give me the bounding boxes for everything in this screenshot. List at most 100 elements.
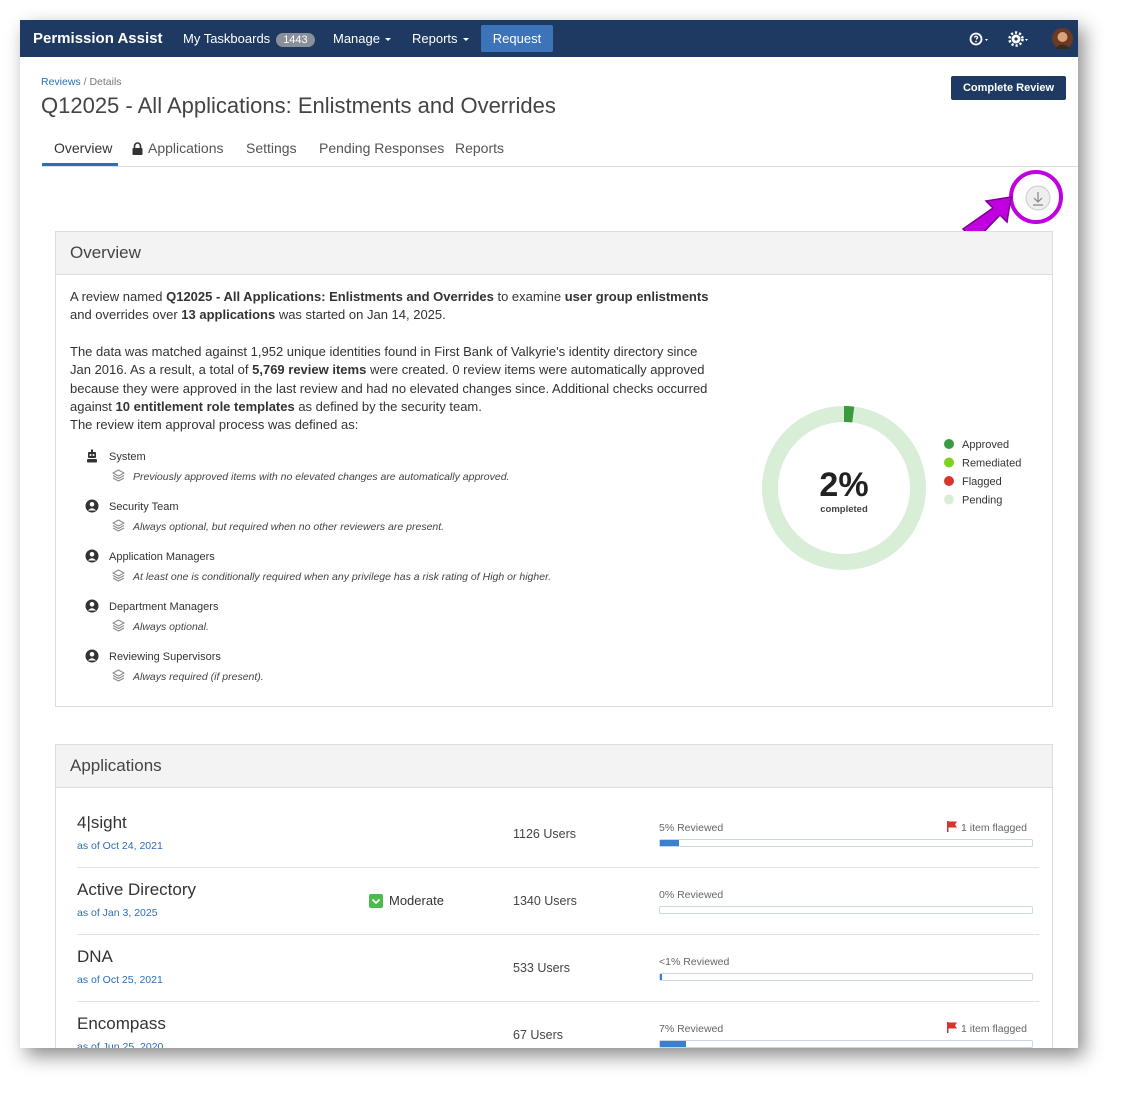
layers-icon	[112, 669, 125, 682]
application-row[interactable]: DNA as of Oct 25, 2021 533 Users <1% Review…	[77, 935, 1039, 1002]
legend-label: Pending	[962, 495, 1002, 507]
as-of-date: as of Oct 25, 2021	[77, 974, 163, 986]
layers-icon	[112, 469, 125, 482]
user-count: 533 Users	[513, 961, 570, 975]
legend-swatch	[944, 439, 954, 449]
nav-label: Manage	[333, 31, 380, 46]
navbar: Permission Assist My Taskboards 1443 Mana…	[20, 20, 1078, 57]
approver-icon	[85, 549, 99, 563]
paragraph: The data was matched against 1,952 uniqu…	[70, 343, 720, 416]
as-of-date: as of Oct 24, 2021	[77, 840, 163, 852]
approver-name: Department Managers	[109, 601, 219, 613]
approver-name: System	[109, 451, 146, 463]
layers-icon	[112, 519, 125, 532]
bold-text: user group enlistments	[564, 289, 709, 304]
tab[interactable]: Pending Responses	[319, 140, 445, 156]
breadcrumb-link[interactable]: Reviews	[41, 76, 81, 88]
app-name: Active Directory	[77, 880, 197, 899]
panel-heading: Applications	[56, 745, 1052, 788]
approver-icon	[87, 449, 97, 463]
bold-text: 10 entitlement role templates	[115, 398, 295, 414]
brand[interactable]: Permission Assist	[33, 30, 163, 47]
flag-count: 1 item flagged	[961, 822, 1027, 834]
lock-icon	[132, 142, 143, 155]
bold-text: Q12025 - All Applications: Enlistments a…	[166, 289, 494, 304]
application-row[interactable]: Encompass as of Jun 25, 2020 67 Users 7% Re…	[77, 1002, 1039, 1048]
completion-donut: 2%completed Approved Remediated Flagged Pend…	[762, 406, 1021, 570]
breadcrumb: Reviews / Details	[41, 76, 122, 88]
page-title: Q12025 - All Applications: Enlistments a…	[41, 93, 556, 118]
app-name: 4|sight	[77, 813, 127, 832]
legend-swatch	[944, 494, 954, 505]
nav-icons	[969, 31, 1029, 47]
progress-fill	[660, 840, 679, 846]
approval-rule: At least one is conditionally required w…	[133, 571, 552, 583]
nav-reports[interactable]: Reports	[412, 20, 469, 57]
tab-border	[42, 166, 1078, 167]
progress-track	[659, 1040, 1033, 1048]
tab[interactable]: Settings	[246, 140, 297, 156]
progress-track	[659, 906, 1033, 914]
text: The review item approval process was def…	[70, 417, 359, 432]
approver-name: Security Team	[109, 501, 179, 513]
progress-label: <1% Reviewed	[659, 956, 730, 968]
user-count: 1126 Users	[513, 827, 576, 841]
flag-icon	[947, 821, 957, 832]
paragraph: A review named Q12025 - All Applications…	[70, 288, 720, 325]
settings-icon[interactable]	[1008, 31, 1029, 47]
approver-icon	[85, 599, 99, 613]
breadcrumb-separator: /	[83, 76, 87, 88]
applications-panel: Applications 4|sight as of Oct 24, 2021 11…	[55, 744, 1053, 1048]
approver-name: Reviewing Supervisors	[109, 651, 221, 663]
bold-text: 5,769 review items	[252, 362, 367, 378]
flag-count: 1 item flagged	[961, 1023, 1027, 1035]
donut-center-label: 2%	[819, 466, 868, 504]
as-of-date: as of Jan 3, 2025	[77, 907, 158, 919]
nav-taskboards[interactable]: My Taskboards 1443	[183, 20, 315, 59]
progress-fill	[660, 974, 662, 980]
approval-rule: Always optional.	[133, 621, 209, 633]
paragraph: The review item approval process was def…	[70, 416, 720, 434]
text: was started on Jan 14, 2025.	[275, 307, 446, 323]
nav-label: Reports	[412, 31, 458, 46]
help-icon[interactable]	[969, 32, 989, 46]
risk-icon	[369, 894, 383, 908]
progress-fill	[660, 1041, 687, 1047]
approver-icon	[85, 649, 99, 663]
text: A review named	[70, 289, 167, 304]
donut-caption: completed	[820, 504, 868, 515]
layers-icon	[112, 619, 125, 632]
panel-heading: Overview	[56, 232, 1052, 275]
approval-rule: Previously approved items with no elevat…	[133, 471, 510, 483]
user-count: 1340 Users	[513, 894, 577, 908]
text: and overrides over	[70, 307, 182, 323]
progress-label: 0% Reviewed	[659, 889, 724, 901]
text: The data was matched against 1,952 uniqu…	[70, 344, 698, 378]
app-window: Permission Assist My Taskboards 1443 Mana…	[20, 20, 1078, 1048]
bold-text: 13 applications	[181, 307, 276, 323]
application-row[interactable]: Active Directory as of Jan 3, 2025 Moderat…	[77, 868, 1039, 935]
text: as defined by the security team.	[294, 398, 482, 414]
approver-name: Application Managers	[109, 551, 215, 563]
tab[interactable]: Overview	[54, 140, 113, 156]
donut-segment	[762, 406, 926, 570]
layers-icon	[112, 569, 125, 582]
nav-manage[interactable]: Manage	[333, 20, 391, 57]
breadcrumb-current: Details	[89, 76, 122, 88]
application-row[interactable]: 4|sight as of Oct 24, 2021 1126 Users 5% Re…	[77, 801, 1039, 868]
progress-label: 5% Reviewed	[659, 822, 724, 834]
legend-label: Remediated	[962, 458, 1021, 470]
avatar[interactable]	[1052, 28, 1073, 49]
complete-review-button[interactable]: Complete Review	[951, 76, 1066, 100]
text: to examine	[493, 289, 565, 304]
user-count: 67 Users	[513, 1028, 564, 1042]
as-of-date: as of Jun 25, 2020	[77, 1041, 164, 1048]
tab[interactable]: Applications	[148, 140, 224, 156]
approval-rule: Always optional, but required when no ot…	[133, 521, 445, 533]
nav-request[interactable]: Request	[481, 25, 553, 52]
tab[interactable]: Reports	[455, 140, 505, 156]
progress-label: 7% Reviewed	[659, 1023, 724, 1035]
risk-rating: Moderate	[389, 893, 444, 908]
legend-swatch	[944, 476, 954, 486]
